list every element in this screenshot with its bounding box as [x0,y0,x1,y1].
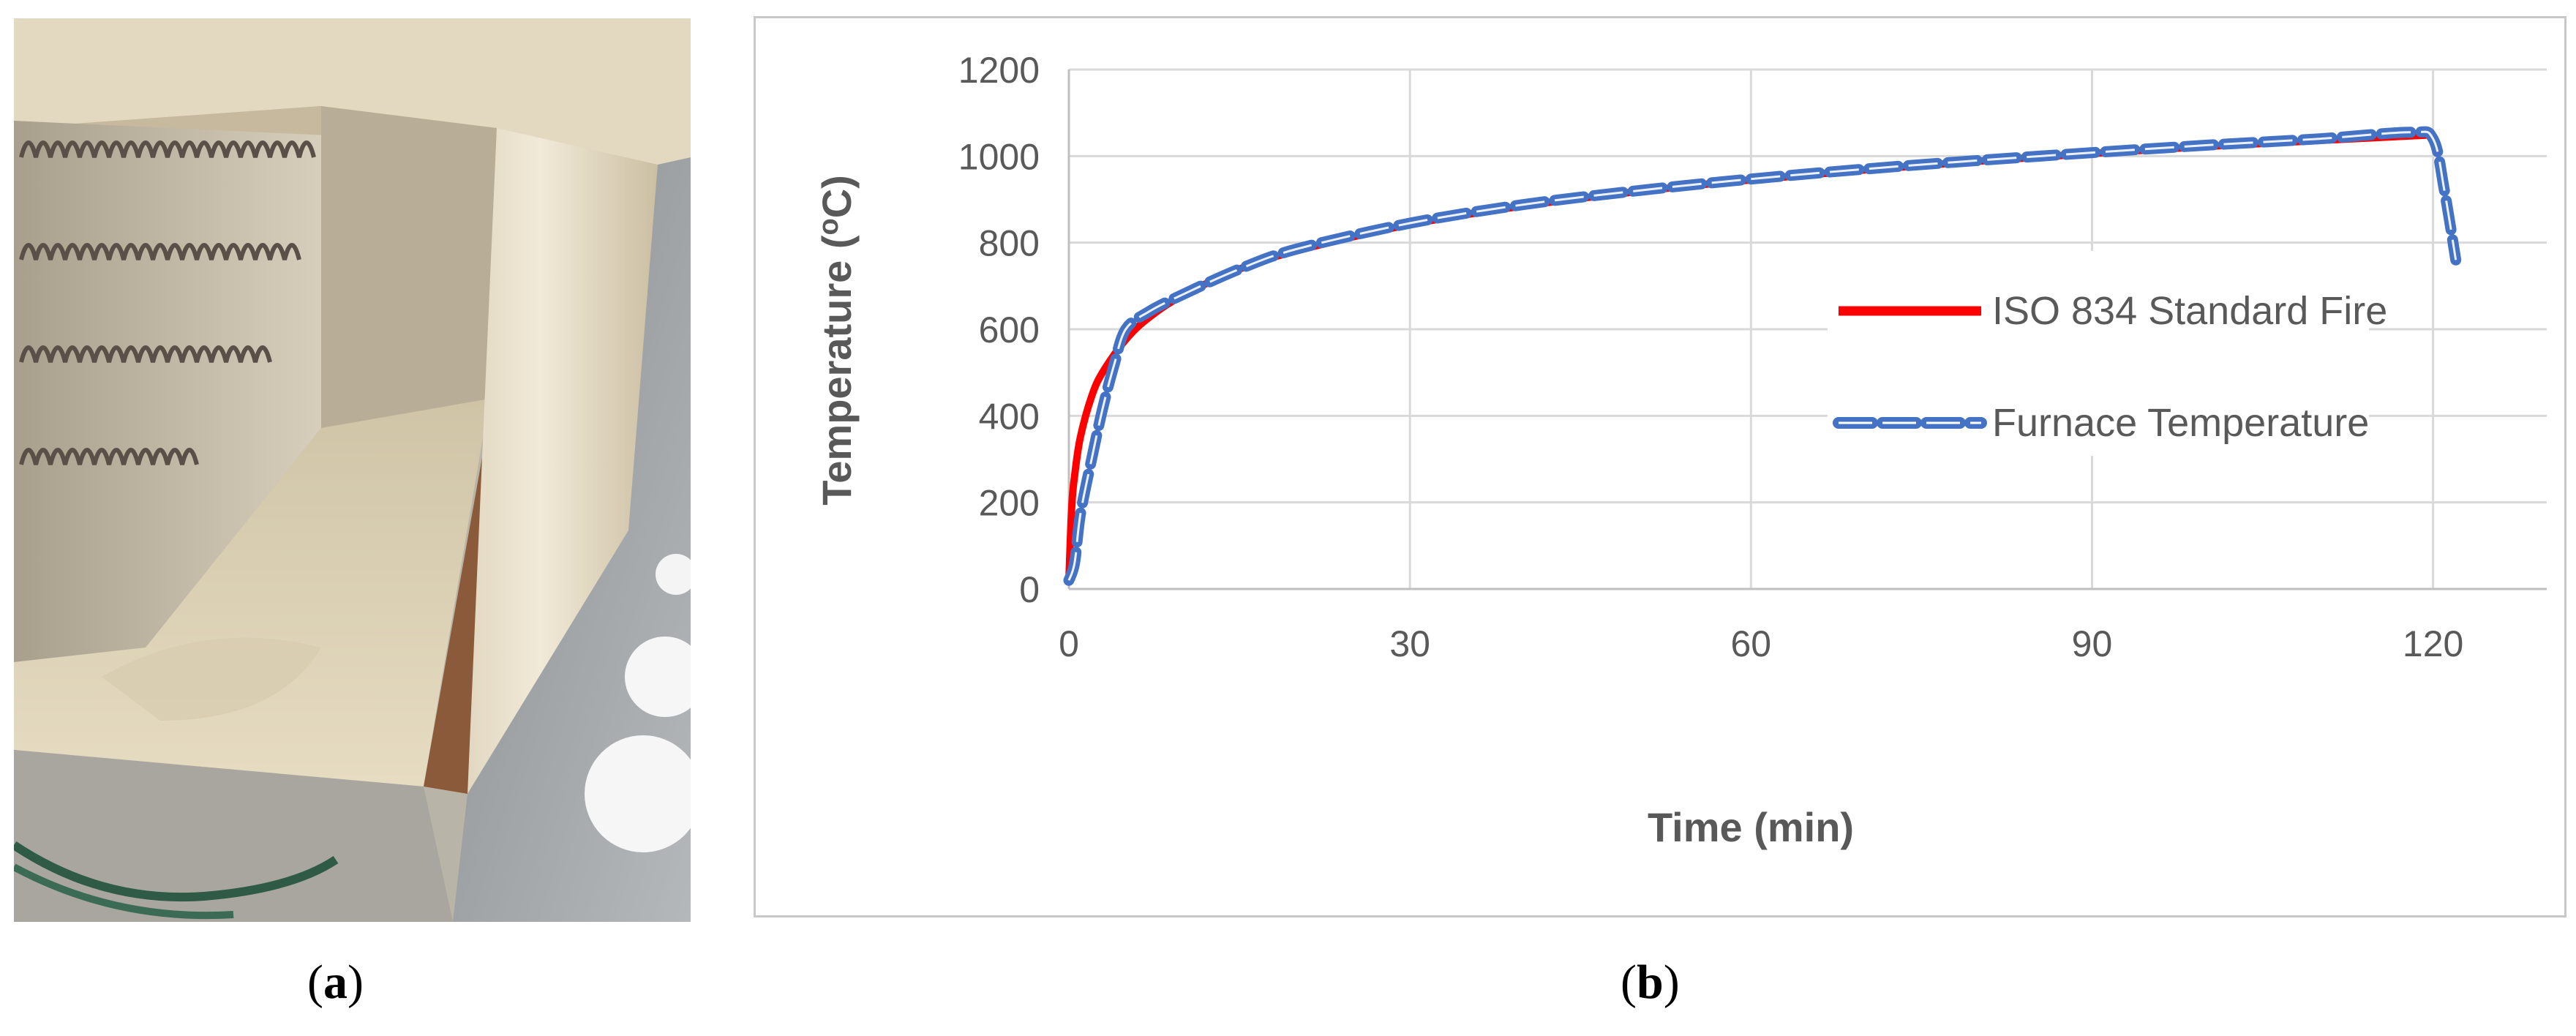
series-line-highlight-furnace-temperature [1067,130,2457,581]
legend-label-furnace: Furnace Temperature [1992,401,2369,445]
y-tick-label-600: 600 [979,309,1040,350]
y-axis-title-unit: C) [814,175,860,218]
x-tick-label-30: 30 [1389,623,1430,664]
y-axis-title-main: Temperature ( [814,235,860,506]
x-tick-label-120: 120 [2403,623,2463,664]
panel-b-caption: (b) [1621,956,1680,1009]
y-tick-label-1000: 1000 [958,136,1040,177]
x-tick-label-60: 60 [1730,623,1771,664]
y-tick-label-400: 400 [979,396,1040,437]
y-tick-label-200: 200 [979,483,1040,524]
y-tick-label-1200: 1200 [958,50,1040,91]
chart-area: 0 200 400 600 800 1000 1200 0 30 60 90 120 Time (mi… [754,16,2566,917]
chart-legend: ISO 834 Standard Fire Furnace Temperatur… [1828,251,2387,456]
y-tick-label-0: 0 [1019,569,1040,610]
chart-ticks: 0 200 400 600 800 1000 1200 0 30 60 90 120 [958,50,2464,664]
x-tick-label-0: 0 [1059,623,1079,664]
temperature-chart: 0 200 400 600 800 1000 1200 0 30 60 90 120 Time (mi… [814,50,2547,850]
legend-label-iso834: ISO 834 Standard Fire [1992,289,2387,333]
furnace-interior-image [14,18,691,922]
y-axis-title: Temperature (oC) [814,175,860,506]
furnace-photo [14,18,691,922]
y-axis-title-superscript: o [814,218,844,235]
panel-a-caption: (a) [307,956,364,1009]
x-tick-label-90: 90 [2072,623,2113,664]
y-tick-label-800: 800 [979,223,1040,264]
x-axis-title: Time (min) [1648,804,1854,850]
chart-series [1063,126,2462,586]
